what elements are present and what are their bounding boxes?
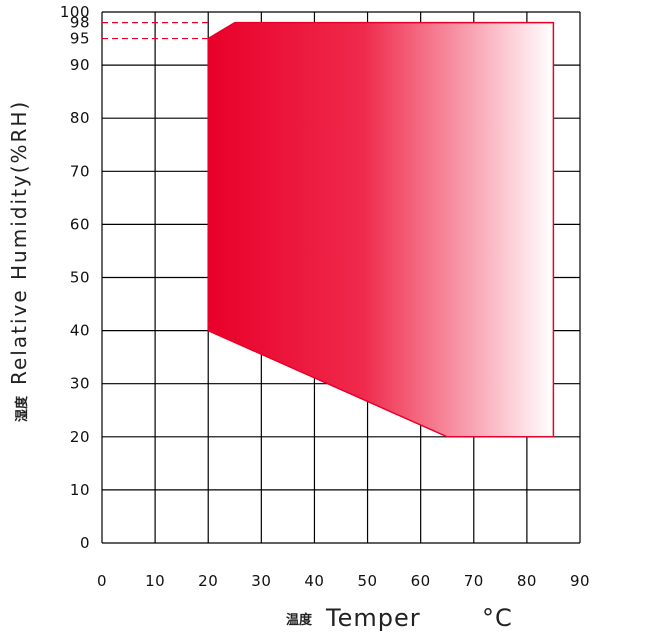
y-axis-title: Relative Humidity(%RH) 湿度 xyxy=(7,100,31,422)
y-axis-label: Relative Humidity(%RH) xyxy=(7,100,31,385)
x-tick-label: 90 xyxy=(570,572,590,590)
x-tick-label: 40 xyxy=(304,572,324,590)
y-tick-label: 100 xyxy=(60,3,90,21)
y-tick-label: 90 xyxy=(70,56,90,74)
x-tick-label: 10 xyxy=(145,572,165,590)
x-tick-label: 80 xyxy=(517,572,537,590)
y-tick-label: 30 xyxy=(70,375,90,393)
x-tick-label: 60 xyxy=(411,572,431,590)
y-tick-label: 40 xyxy=(70,322,90,340)
x-tick-label: 50 xyxy=(358,572,378,590)
x-axis-label: Temper xyxy=(325,604,421,632)
y-tick-label: 95 xyxy=(70,30,90,48)
x-axis-unit: °C xyxy=(482,604,513,632)
y-tick-label: 60 xyxy=(70,215,90,233)
operating-region xyxy=(207,21,555,438)
y-axis-label-cn: 湿度 xyxy=(14,395,30,422)
x-tick-labels: 0 10 20 30 40 50 60 70 80 90 xyxy=(97,572,590,590)
y-tick-label: 98 xyxy=(70,14,90,32)
reference-lines xyxy=(102,22,209,40)
x-axis-title: 温度 Temper °C xyxy=(286,604,513,632)
x-axis-label-cn: 温度 xyxy=(286,612,313,628)
y-tick-label: 50 xyxy=(70,269,90,287)
operating-region-layer xyxy=(207,21,555,438)
y-tick-label: 80 xyxy=(70,109,90,127)
y-tick-label: 70 xyxy=(70,162,90,180)
x-tick-label: 0 xyxy=(97,572,107,590)
x-tick-label: 70 xyxy=(464,572,484,590)
y-tick-label: 20 xyxy=(70,428,90,446)
y-tick-label: 10 xyxy=(70,481,90,499)
x-tick-label: 30 xyxy=(251,572,271,590)
x-tick-label: 20 xyxy=(198,572,218,590)
y-tick-label: 0 xyxy=(80,534,90,552)
